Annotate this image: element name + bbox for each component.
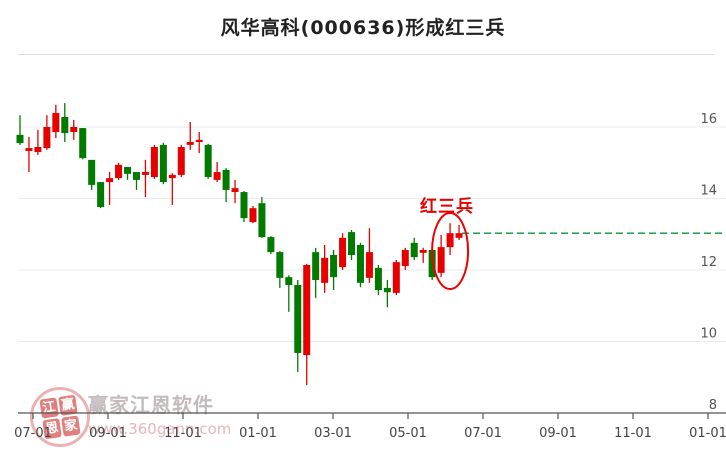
candle-body [222, 169, 230, 190]
candle-body [356, 244, 364, 283]
candle-body [455, 233, 463, 238]
x-axis-label: 09-01 [89, 426, 127, 441]
watermark-url-text: www.360gann.com [88, 420, 232, 438]
y-axis-label: 8 [709, 398, 717, 413]
y-axis-label: 14 [700, 184, 717, 199]
candle-body [294, 285, 302, 353]
x-axis-label: 01-01 [689, 426, 726, 441]
candle-body [52, 113, 60, 133]
candle-body [150, 147, 158, 178]
candle-body [339, 237, 347, 268]
candle-body [168, 174, 176, 179]
candle-body [141, 172, 149, 175]
candle-body [383, 287, 391, 293]
candle-body [419, 249, 427, 253]
candle-body [25, 148, 33, 151]
candle-body [365, 252, 373, 278]
candle-body [204, 144, 212, 178]
y-axis-label: 16 [700, 112, 717, 127]
x-axis-label: 11-01 [614, 426, 652, 441]
page-title: 风华高科(000636)形成红三兵 [220, 17, 506, 39]
candle-body [43, 127, 51, 149]
candle-body [132, 172, 140, 180]
highlight-ellipse [431, 212, 470, 290]
candle-body [231, 188, 239, 193]
x-axis-label: 09-01 [539, 426, 577, 441]
y-axis-label: 10 [700, 327, 717, 342]
candle-body [348, 232, 356, 255]
candle-body [330, 254, 338, 278]
candle-body [177, 147, 185, 175]
candle-body [321, 257, 329, 283]
candle-body [97, 182, 105, 208]
y-axis-label: 12 [700, 255, 717, 270]
candle-body [159, 144, 167, 183]
candle-body [303, 264, 311, 356]
candle-body [195, 139, 203, 143]
candle-body [392, 262, 400, 293]
candle-body [70, 127, 78, 133]
x-axis-label: 03-01 [314, 426, 352, 441]
candle-body [401, 249, 409, 267]
x-axis-label: 07-01 [464, 426, 502, 441]
candle-body [249, 208, 257, 223]
pattern-annotation-label: 红三兵 [420, 197, 474, 217]
candle-body [186, 142, 194, 145]
x-axis-label: 11-01 [164, 426, 202, 441]
candle-body [312, 252, 320, 281]
candle-body [374, 267, 382, 291]
candle-body [258, 203, 266, 238]
candle-body [285, 277, 293, 286]
watermark-seal-stamp: 江赢恩家 [30, 387, 90, 447]
candle-body [106, 178, 114, 183]
candle-body [115, 164, 123, 179]
candle-body [61, 116, 69, 134]
x-axis-label: 07-01 [14, 426, 52, 441]
candle-body [16, 134, 24, 144]
candle-body [410, 242, 418, 258]
candle-body [446, 233, 454, 248]
candle-body [34, 147, 42, 153]
candle-body [88, 159, 96, 185]
candle-body [79, 128, 87, 159]
candle-body [124, 167, 132, 174]
candle-body [240, 192, 248, 219]
x-axis-label: 05-01 [389, 426, 427, 441]
candle-body [437, 247, 445, 273]
candle-body [276, 252, 284, 278]
x-axis-label: 01-01 [239, 426, 277, 441]
candle-body [213, 172, 221, 180]
candle-body [267, 237, 275, 253]
